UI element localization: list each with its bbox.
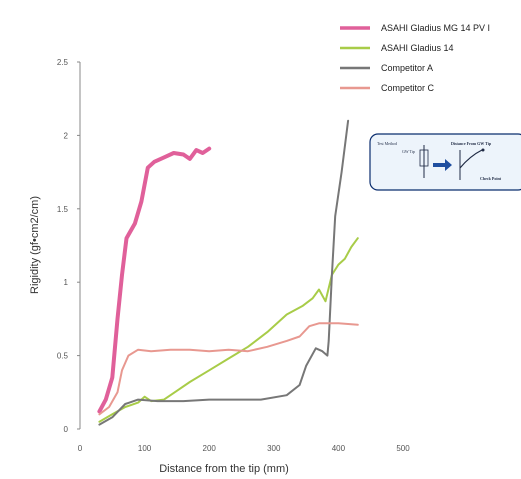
y-tick-label: 0 <box>64 425 69 434</box>
series-line-2 <box>98 237 359 423</box>
x-tick-label: 100 <box>138 444 152 453</box>
series-line-4 <box>98 322 359 416</box>
y-tick-label: 2 <box>64 131 69 140</box>
inset-label-distance: Distance From GW Tip <box>451 141 492 146</box>
inset-clamp <box>419 149 429 167</box>
y-tick-label: 2.5 <box>57 58 69 67</box>
x-tick-label: 400 <box>332 444 346 453</box>
y-axis-title: Rigidity (gf•cm2/cm) <box>29 196 41 294</box>
legend-label-2: ASAHI Gladius 14 <box>381 43 454 53</box>
inset-arrow-icon <box>433 159 452 171</box>
y-tick-label: 0.5 <box>57 352 69 361</box>
inset-label-check-point: Check Point <box>480 176 502 181</box>
inset-check-point-dot <box>481 148 485 152</box>
series-layer <box>97 119 359 426</box>
legend-label-3: Competitor A <box>381 63 433 73</box>
inset-bent-wire <box>459 149 483 169</box>
x-tick-label: 0 <box>78 444 83 453</box>
x-tick-label: 200 <box>203 444 217 453</box>
legend: ASAHI Gladius MG 14 PV I ASAHI Gladius 14… <box>340 23 490 93</box>
y-tick-label: 1.5 <box>57 205 69 214</box>
x-tick-label: 300 <box>267 444 281 453</box>
axes: 0 0.5 1 1.5 2 2.5 0 100 200 300 400 500 <box>57 58 410 453</box>
x-tick-label: 500 <box>396 444 410 453</box>
series-line-1 <box>97 146 212 414</box>
y-tick-label: 1 <box>64 278 69 287</box>
inset-label-test-method: Test Method <box>377 141 397 146</box>
legend-label-1: ASAHI Gladius MG 14 PV I <box>381 23 490 33</box>
legend-label-4: Competitor C <box>381 83 435 93</box>
inset-label-gw-tip: GW Tip <box>402 149 415 154</box>
x-axis-title: Distance from the tip (mm) <box>159 463 289 475</box>
series-line-3 <box>98 119 350 426</box>
test-method-inset: Test Method GW Tip Distance From GW Tip … <box>369 133 521 191</box>
